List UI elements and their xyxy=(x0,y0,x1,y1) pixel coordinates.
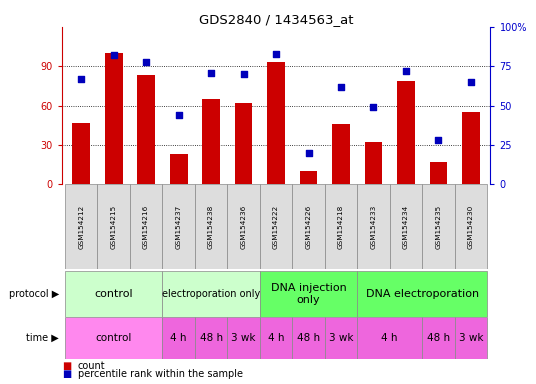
Bar xyxy=(267,62,285,184)
FancyBboxPatch shape xyxy=(130,184,162,269)
Text: count: count xyxy=(78,361,106,371)
Text: 4 h: 4 h xyxy=(268,333,284,343)
Point xyxy=(109,52,118,58)
Point xyxy=(369,104,378,110)
Point xyxy=(77,76,85,82)
FancyBboxPatch shape xyxy=(65,184,98,269)
Bar xyxy=(202,99,220,184)
Point xyxy=(272,51,280,57)
FancyBboxPatch shape xyxy=(65,317,162,359)
FancyBboxPatch shape xyxy=(292,184,325,269)
Text: GSM154226: GSM154226 xyxy=(306,204,311,249)
Text: control: control xyxy=(95,333,132,343)
Point xyxy=(401,68,410,74)
Text: GSM154222: GSM154222 xyxy=(273,204,279,249)
FancyBboxPatch shape xyxy=(325,184,358,269)
Text: DNA electroporation: DNA electroporation xyxy=(366,289,479,299)
Text: ■: ■ xyxy=(62,369,71,379)
Text: 48 h: 48 h xyxy=(427,333,450,343)
Text: GSM154236: GSM154236 xyxy=(241,204,247,249)
FancyBboxPatch shape xyxy=(422,184,455,269)
Text: 3 wk: 3 wk xyxy=(232,333,256,343)
FancyBboxPatch shape xyxy=(358,271,487,317)
FancyBboxPatch shape xyxy=(260,271,358,317)
FancyBboxPatch shape xyxy=(260,184,292,269)
Text: electroporation only: electroporation only xyxy=(162,289,260,299)
FancyBboxPatch shape xyxy=(292,317,325,359)
FancyBboxPatch shape xyxy=(422,317,455,359)
FancyBboxPatch shape xyxy=(455,317,487,359)
Text: 4 h: 4 h xyxy=(170,333,187,343)
Text: GSM154234: GSM154234 xyxy=(403,204,409,249)
Text: GSM154215: GSM154215 xyxy=(110,204,117,249)
FancyBboxPatch shape xyxy=(455,184,487,269)
Text: GSM154238: GSM154238 xyxy=(208,204,214,249)
Point xyxy=(337,84,345,90)
Title: GDS2840 / 1434563_at: GDS2840 / 1434563_at xyxy=(199,13,353,26)
FancyBboxPatch shape xyxy=(358,184,390,269)
Bar xyxy=(170,154,188,184)
FancyBboxPatch shape xyxy=(162,184,195,269)
Bar xyxy=(72,122,90,184)
Bar xyxy=(105,53,123,184)
FancyBboxPatch shape xyxy=(162,271,260,317)
Bar xyxy=(462,112,480,184)
Bar xyxy=(397,81,415,184)
FancyBboxPatch shape xyxy=(390,184,422,269)
Point xyxy=(174,112,183,118)
Text: GSM154218: GSM154218 xyxy=(338,204,344,249)
FancyBboxPatch shape xyxy=(260,317,292,359)
Bar xyxy=(137,75,155,184)
Text: GSM154235: GSM154235 xyxy=(435,204,442,249)
FancyBboxPatch shape xyxy=(98,184,130,269)
Point xyxy=(239,71,248,77)
Text: GSM154230: GSM154230 xyxy=(468,204,474,249)
Text: protocol ▶: protocol ▶ xyxy=(9,289,59,299)
Text: GSM154216: GSM154216 xyxy=(143,204,149,249)
Text: GSM154212: GSM154212 xyxy=(78,204,84,249)
FancyBboxPatch shape xyxy=(358,317,422,359)
Text: 48 h: 48 h xyxy=(297,333,320,343)
FancyBboxPatch shape xyxy=(195,317,227,359)
Text: 48 h: 48 h xyxy=(199,333,222,343)
Text: percentile rank within the sample: percentile rank within the sample xyxy=(78,369,243,379)
Text: time ▶: time ▶ xyxy=(26,333,59,343)
Point xyxy=(434,137,443,143)
Text: DNA injection
only: DNA injection only xyxy=(271,283,346,305)
Point xyxy=(467,79,475,85)
Bar xyxy=(300,171,317,184)
Point xyxy=(207,70,215,76)
FancyBboxPatch shape xyxy=(325,317,358,359)
Bar xyxy=(235,103,252,184)
Text: 4 h: 4 h xyxy=(382,333,398,343)
FancyBboxPatch shape xyxy=(162,317,195,359)
FancyBboxPatch shape xyxy=(195,184,227,269)
Text: GSM154233: GSM154233 xyxy=(370,204,376,249)
FancyBboxPatch shape xyxy=(227,317,260,359)
Bar xyxy=(429,162,448,184)
Text: ■: ■ xyxy=(62,361,71,371)
Text: 3 wk: 3 wk xyxy=(329,333,353,343)
Point xyxy=(142,58,151,65)
Text: GSM154237: GSM154237 xyxy=(176,204,182,249)
Text: 3 wk: 3 wk xyxy=(459,333,483,343)
Text: control: control xyxy=(94,289,133,299)
FancyBboxPatch shape xyxy=(227,184,260,269)
Bar xyxy=(332,124,350,184)
Point xyxy=(304,150,313,156)
Bar xyxy=(364,142,382,184)
FancyBboxPatch shape xyxy=(65,271,162,317)
